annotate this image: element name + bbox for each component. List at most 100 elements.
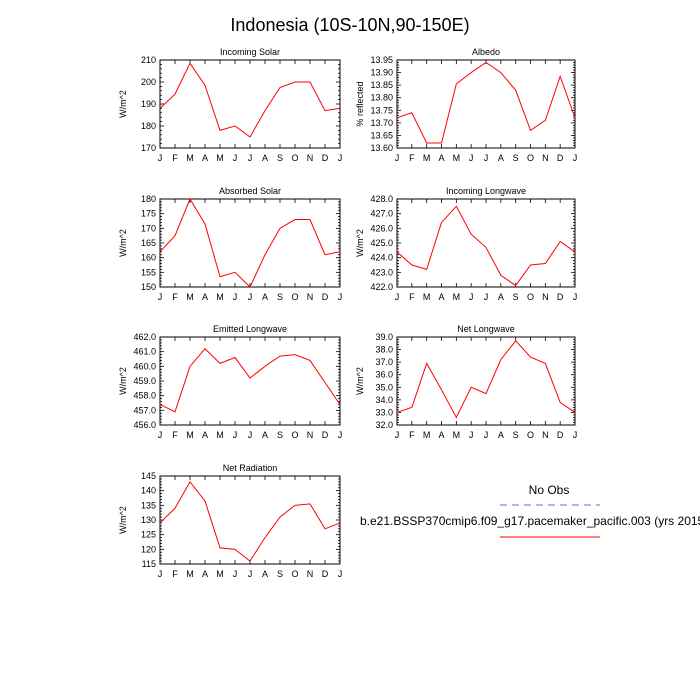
y-tick-label: 425.0 [370,238,393,248]
x-tick-label: A [438,430,444,440]
x-tick-label: D [557,430,564,440]
x-tick-label: J [248,430,253,440]
y-tick-label: 200 [141,77,156,87]
y-tick-label: 125 [141,530,156,540]
x-tick-label: D [322,292,329,302]
y-tick-label: 135 [141,500,156,510]
x-tick-label: M [216,569,224,579]
x-tick-label: N [542,153,549,163]
x-tick-label: S [277,292,283,302]
x-tick-label: D [322,430,329,440]
y-tick-label: 170 [141,143,156,153]
y-tick-label: 115 [142,559,156,569]
y-tick-label: 428.0 [370,194,393,204]
panel-title: Incoming Longwave [446,186,526,196]
x-tick-label: J [233,292,238,302]
y-tick-label: 150 [141,282,156,292]
x-tick-label: N [307,292,314,302]
y-tick-label: 13.60 [370,143,393,153]
x-tick-label: A [202,153,208,163]
y-tick-label: 462.0 [133,332,156,342]
x-tick-label: A [438,153,444,163]
x-tick-label: J [248,153,253,163]
y-tick-label: 175 [141,209,156,219]
y-tick-label: 459.0 [133,376,156,386]
y-tick-label: 160 [141,253,156,263]
x-tick-label: M [216,153,224,163]
series-line-model [396,61,576,144]
x-tick-label: F [172,569,178,579]
y-axis-label: W/m^2 [118,506,128,534]
y-tick-label: 33.0 [375,407,393,417]
x-tick-label: J [158,569,163,579]
x-tick-label: J [484,292,489,302]
plot-frame [396,336,576,426]
y-tick-label: 39.0 [375,332,393,342]
x-tick-label: A [262,430,268,440]
x-tick-label: J [395,153,400,163]
x-tick-label: J [233,430,238,440]
x-tick-label: M [186,153,194,163]
y-tick-label: 13.70 [370,118,393,128]
x-tick-label: J [338,430,343,440]
x-tick-label: D [322,153,329,163]
panel-title: Net Longwave [457,324,515,334]
x-tick-label: N [307,569,314,579]
y-tick-label: 13.80 [370,93,393,103]
plot-frame [396,198,576,288]
x-tick-label: O [527,292,534,302]
series-line-model [396,339,576,419]
figure-title: Indonesia (10S-10N,90-150E) [230,15,469,35]
x-tick-label: M [186,569,194,579]
y-tick-label: 145 [141,471,156,481]
y-axis-label: W/m^2 [355,229,365,257]
y-tick-label: 13.95 [370,55,393,65]
y-tick-label: 13.85 [370,80,393,90]
x-tick-label: J [233,569,238,579]
x-tick-label: S [513,430,519,440]
x-tick-label: S [277,153,283,163]
y-tick-label: 37.0 [375,357,393,367]
y-tick-label: 456.0 [133,420,156,430]
y-tick-label: 190 [141,99,156,109]
x-tick-label: O [291,430,298,440]
x-tick-label: M [423,292,431,302]
panel-1: Albedo % reflected 13.60 13.65 13.70 13.75 13.… [355,47,577,163]
x-tick-label: N [542,430,549,440]
y-tick-label: 427.0 [370,209,393,219]
plot-frame [396,59,576,149]
plot-frame [159,59,341,149]
y-tick-label: 170 [141,223,156,233]
x-tick-label: F [409,153,415,163]
panel-6: Net Radiation W/m^2 115 120 125 130 135 140 145 J… [118,463,342,579]
x-tick-label: A [202,569,208,579]
x-tick-label: F [172,430,178,440]
y-tick-label: 422.0 [370,282,393,292]
y-axis-label: % reflected [355,81,365,126]
series-line-model [159,62,341,138]
x-tick-label: A [498,292,504,302]
x-tick-label: O [291,153,298,163]
legend-obs-label: No Obs [529,483,570,497]
x-tick-label: M [423,153,431,163]
x-tick-label: O [527,430,534,440]
x-tick-label: O [527,153,534,163]
x-tick-label: S [277,430,283,440]
y-tick-label: 165 [141,238,156,248]
y-tick-label: 426.0 [370,223,393,233]
panel-3: Incoming Longwave W/m^2 422.0 423.0 424.0 425… [355,186,577,302]
panel-title: Albedo [472,47,500,57]
y-tick-label: 13.90 [370,68,393,78]
x-tick-label: J [248,569,253,579]
y-tick-label: 120 [141,544,156,554]
x-tick-label: J [338,292,343,302]
x-tick-label: N [307,153,314,163]
x-tick-label: J [395,292,400,302]
x-tick-label: S [513,292,519,302]
x-tick-label: A [438,292,444,302]
x-tick-label: A [262,292,268,302]
x-tick-label: F [172,292,178,302]
y-tick-label: 32.0 [375,420,393,430]
